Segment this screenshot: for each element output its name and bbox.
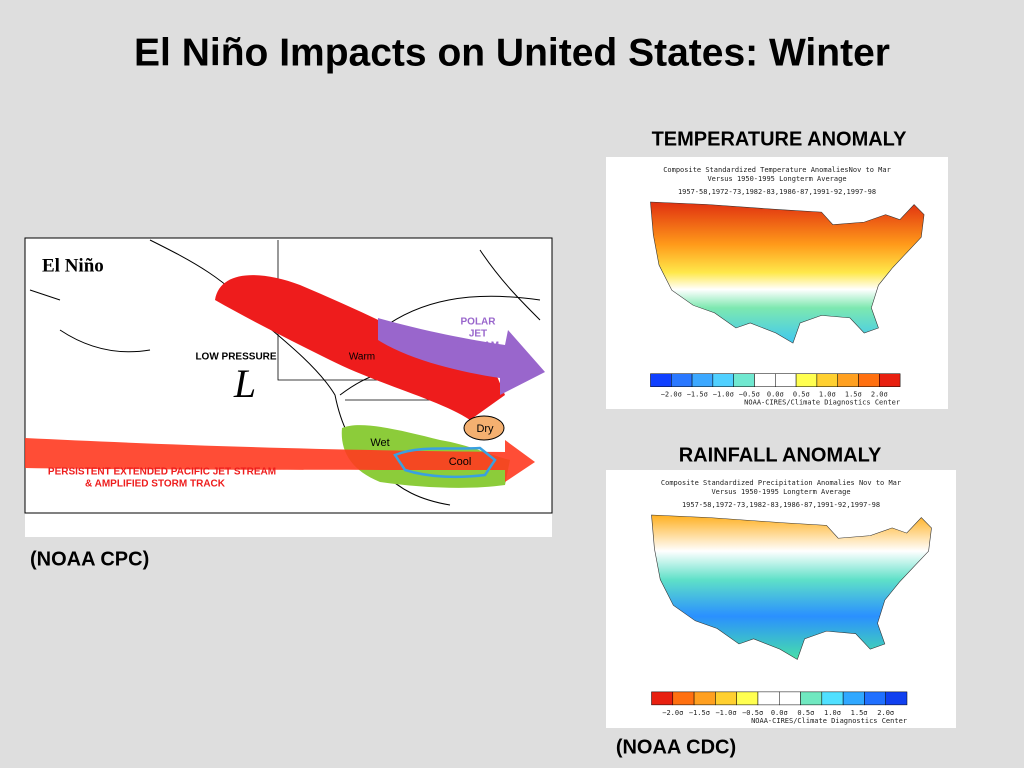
- map-title: Versus 1950-1995 Longterm Average: [711, 488, 850, 496]
- legend-swatch: [733, 373, 755, 387]
- warm-arrow: [215, 275, 505, 420]
- map-source: NOAA-CIRES/Climate Diagnostics Center: [744, 399, 900, 407]
- wet-label: Wet: [370, 437, 389, 449]
- legend-label: 1.5σ: [851, 709, 868, 717]
- legend-swatch: [651, 691, 674, 706]
- polar-jet-label: JET: [469, 329, 487, 340]
- dry-label: Dry: [476, 423, 494, 435]
- map-years: 1957-58,1972-73,1982-83,1986-87,1991-92,…: [682, 501, 880, 509]
- legend-label: 0.5σ: [797, 709, 814, 717]
- legend-swatch: [842, 691, 865, 706]
- dry-area: [463, 415, 505, 441]
- legend-swatch: [775, 373, 797, 387]
- legend-swatch: [885, 691, 908, 706]
- legend-label: −1.0σ: [713, 391, 734, 399]
- legend-label: 0.0σ: [767, 391, 784, 399]
- legend-swatch: [736, 691, 759, 706]
- legend-swatch: [779, 691, 801, 706]
- temperature-heading: TEMPERATURE ANOMALY: [652, 128, 907, 150]
- legend-swatch: [858, 373, 880, 387]
- legend-label: −1.5σ: [689, 709, 710, 717]
- legend-swatch: [800, 691, 823, 706]
- map-title: Composite Standardized Precipitation Ano…: [661, 479, 901, 487]
- legend-swatch: [821, 691, 844, 706]
- low-symbol: L: [233, 361, 256, 406]
- map-years: 1957-58,1972-73,1982-83,1986-87,1991-92,…: [678, 188, 876, 196]
- rainfall-heading: RAINFALL ANOMALY: [679, 444, 882, 466]
- pacific-jet-arrow: [25, 438, 535, 482]
- map-source: NOAA-CIRES/Climate Diagnostics Center: [751, 717, 907, 725]
- pacific-jet-label: PERSISTENT EXTENDED PACIFIC JET STREAM: [48, 467, 276, 478]
- legend-label: 2.0σ: [877, 709, 894, 717]
- legend-swatch: [650, 373, 672, 387]
- map-title: Versus 1950-1995 Longterm Average: [707, 175, 846, 183]
- legend-swatch: [691, 373, 714, 387]
- slide-title: El Niño Impacts on United States: Winter: [134, 31, 890, 74]
- cool-label: Cool: [449, 456, 472, 468]
- legend-label: 2.0σ: [871, 391, 888, 399]
- legend-swatch: [712, 373, 734, 387]
- credit: (NOAA CDC): [616, 736, 736, 758]
- legend-label: −1.5σ: [687, 391, 708, 399]
- legend-label: −0.5σ: [742, 709, 763, 717]
- cool-outline: [393, 446, 497, 479]
- polar-jet-label: POLAR: [461, 317, 497, 328]
- map-frame: [24, 237, 553, 514]
- legend-label: −1.0σ: [715, 709, 736, 717]
- legend-swatch: [671, 373, 693, 387]
- polar-jet-label: STREAM: [457, 341, 499, 352]
- legend-swatch: [837, 373, 859, 387]
- map-label: El Niño: [42, 255, 104, 276]
- legend-swatch: [693, 691, 716, 706]
- pacific-jet-label: & AMPLIFIED STORM TRACK: [85, 479, 226, 490]
- legend-swatch: [757, 691, 780, 706]
- legend-label: 1.5σ: [845, 391, 862, 399]
- legend-swatch: [672, 691, 695, 706]
- legend-swatch: [795, 373, 818, 387]
- credit: (NOAA CPC): [30, 548, 149, 570]
- legend-label: −2.0σ: [661, 391, 682, 399]
- legend-label: −0.5σ: [739, 391, 760, 399]
- polar-jet-arrow: [378, 318, 545, 395]
- warm-label: Warm: [349, 352, 375, 363]
- temperature-map: Composite Standardized Temperature Anoma…: [606, 157, 948, 409]
- legend-swatch: [715, 691, 737, 706]
- rainfall-map: Composite Standardized Precipitation Ano…: [606, 470, 956, 728]
- cpc-map: El Niño LOW PRESSURE L Warm POLAR JET ST…: [24, 237, 553, 537]
- low-pressure-label: LOW PRESSURE: [195, 352, 276, 363]
- legend-swatch: [864, 691, 886, 706]
- legend-label: 0.0σ: [771, 709, 788, 717]
- legend-label: 1.0σ: [824, 709, 841, 717]
- legend-swatch: [816, 373, 838, 387]
- legend-label: 1.0σ: [819, 391, 836, 399]
- legend-swatch: [879, 373, 901, 387]
- map-title: Composite Standardized Temperature Anoma…: [663, 166, 891, 174]
- legend-label: 0.5σ: [793, 391, 810, 399]
- legend-swatch: [754, 373, 776, 387]
- legend-label: −2.0σ: [662, 709, 683, 717]
